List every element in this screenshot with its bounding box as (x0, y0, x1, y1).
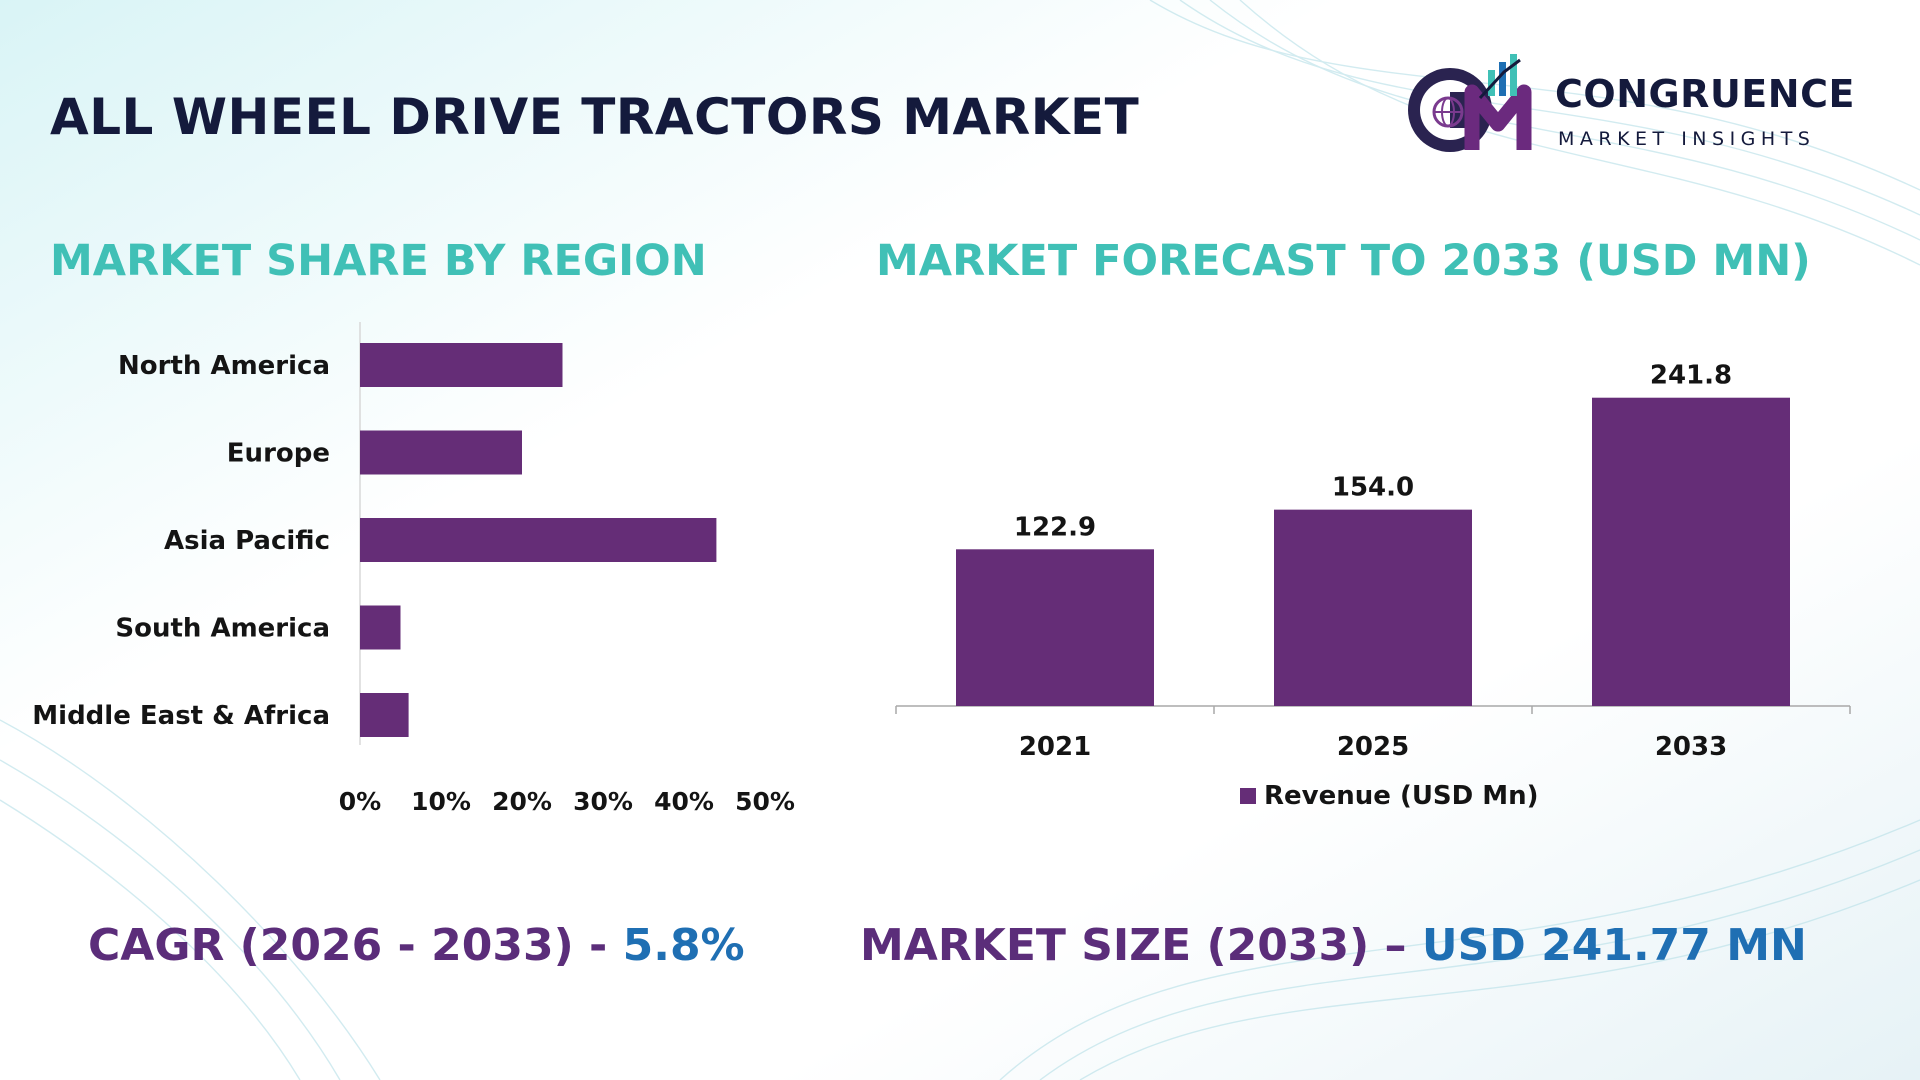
region-bar (360, 343, 563, 387)
forecast-category-label: 2033 (1655, 732, 1727, 762)
forecast-category-label: 2021 (1019, 732, 1091, 762)
region-label: Middle East & Africa (32, 701, 330, 731)
region-tick-label: 20% (492, 787, 552, 816)
cagr-label: CAGR (2026 - 2033) - (88, 920, 623, 971)
forecast-bar (1274, 509, 1472, 706)
forecast-value-label: 154.0 (1332, 473, 1414, 503)
forecast-bar (956, 549, 1154, 706)
market-size-value: USD 241.77 MN (1421, 920, 1807, 971)
legend-swatch (1240, 788, 1256, 804)
region-tick-label: 30% (573, 787, 633, 816)
region-label: South America (115, 614, 330, 644)
forecast-value-label: 241.8 (1650, 361, 1732, 391)
region-label: Europe (227, 439, 330, 469)
region-bar (360, 605, 401, 650)
logo-subtitle: MARKET INSIGHTS (1558, 128, 1816, 150)
region-label: Asia Pacific (164, 526, 330, 556)
page-title: ALL WHEEL DRIVE TRACTORS MARKET (50, 88, 1140, 146)
region-bar (360, 693, 409, 737)
market-size-line: MARKET SIZE (2033) – USD 241.77 MN (860, 920, 1807, 971)
company-logo: CONGRUENCE MARKET INSIGHTS (1402, 52, 1882, 162)
forecast-chart-title: MARKET FORECAST TO 2033 (USD MN) (876, 236, 1811, 286)
region-tick-label: 50% (735, 787, 795, 816)
forecast-bar (1592, 397, 1790, 706)
region-tick-label: 10% (411, 787, 471, 816)
region-bar (360, 518, 717, 562)
forecast-category-label: 2025 (1337, 732, 1409, 762)
cagr-line: CAGR (2026 - 2033) - 5.8% (88, 920, 745, 971)
region-tick-label: 40% (654, 787, 714, 816)
region-label: North America (118, 351, 330, 381)
region-chart-title: MARKET SHARE BY REGION (50, 236, 707, 286)
cm-logo-mark-icon (1408, 54, 1532, 152)
region-bar (360, 430, 522, 475)
legend-label: Revenue (USD Mn) (1264, 781, 1539, 811)
cagr-value: 5.8% (622, 920, 745, 971)
region-tick-label: 0% (339, 787, 381, 816)
market-size-label: MARKET SIZE (2033) – (860, 920, 1422, 971)
logo-name: CONGRUENCE (1555, 72, 1855, 116)
forecast-value-label: 122.9 (1014, 512, 1096, 542)
